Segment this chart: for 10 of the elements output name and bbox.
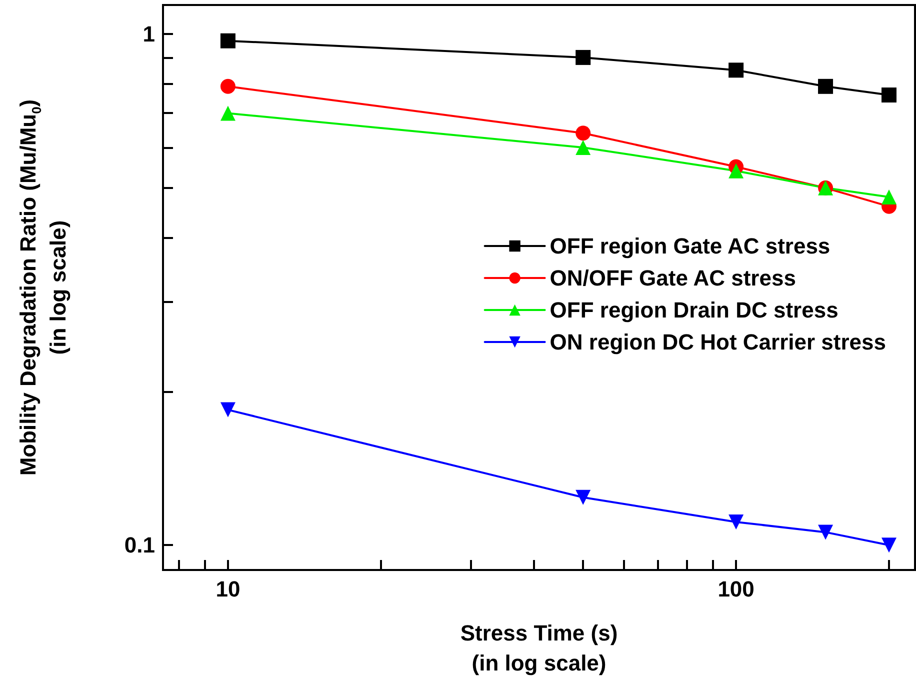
legend-label: ON region DC Hot Carrier stress (550, 330, 886, 354)
y-tick-label: 1 (142, 22, 155, 47)
legend-label: OFF region Gate AC stress (550, 234, 830, 258)
legend-label: ON/OFF Gate AC stress (550, 266, 796, 290)
x-tick-label: 100 (718, 576, 754, 602)
x-tick-label: 10 (216, 576, 240, 602)
text: Mobility Degradation Ratio (Mu/Mu0) (in log scale) (16, 99, 70, 476)
x-axis-title: Stress Time (s) (in log scale) (460, 620, 618, 676)
y-tick-label: 0.1 (124, 532, 155, 558)
legend-label: OFF region Drain DC stress (550, 298, 838, 322)
